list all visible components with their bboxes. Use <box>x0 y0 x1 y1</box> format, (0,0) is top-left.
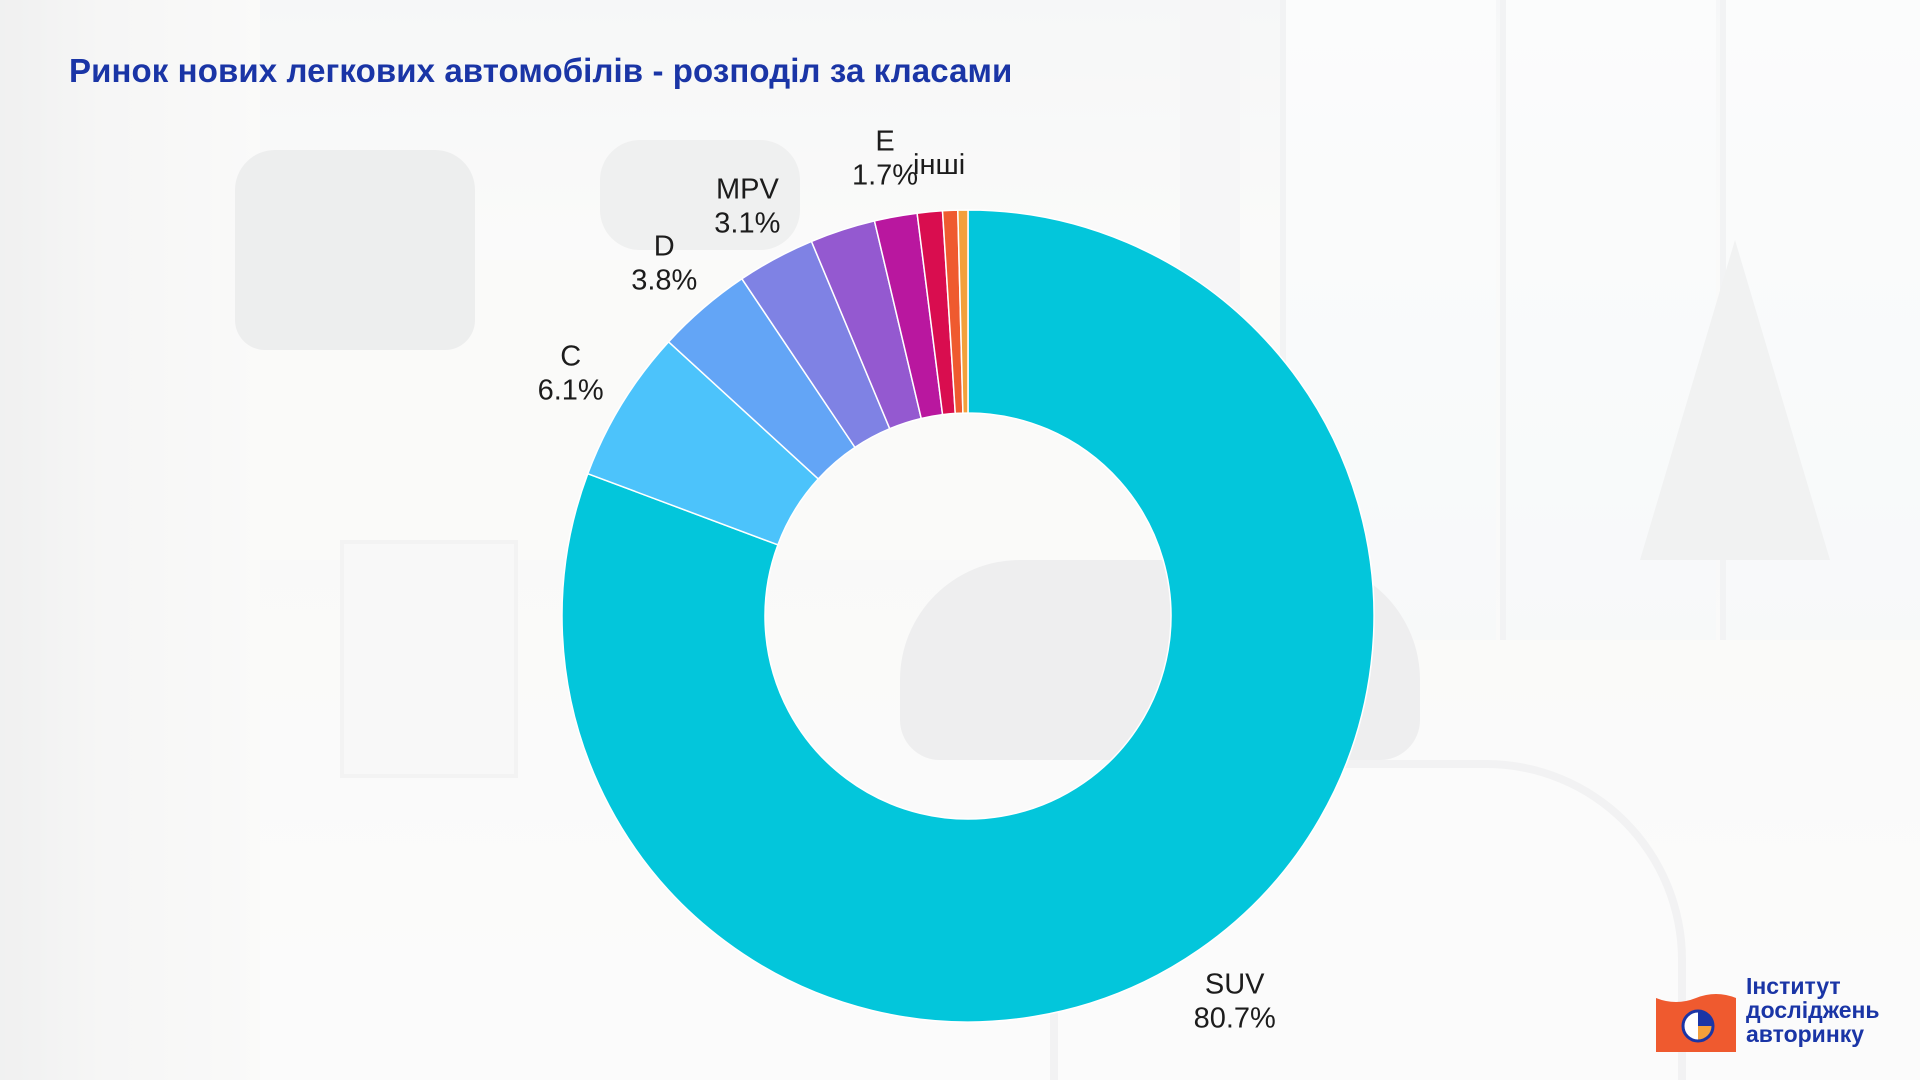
logo-text: Інститут досліджень авторинку <box>1746 974 1880 1046</box>
slice-label-6: інші <box>913 149 965 181</box>
slice-label-2: D <box>654 231 675 263</box>
slice-value-1: 6.1% <box>538 375 604 407</box>
logo-line-2: досліджень <box>1746 997 1880 1023</box>
logo-line-1: Інститут <box>1746 973 1841 999</box>
slice-value-3: 3.1% <box>714 208 780 240</box>
slice-suv <box>561 209 1375 1023</box>
logo: Інститут досліджень авторинку <box>1652 974 1902 1056</box>
slice-label-5: E <box>875 125 894 157</box>
slice-value-5: 1.7% <box>852 159 918 191</box>
logo-line-3: авторинку <box>1746 1021 1865 1047</box>
slice-label-1: C <box>560 341 581 373</box>
chart-title: Ринок нових легкових автомобілів - розпо… <box>69 52 1013 89</box>
slice-value-0: 80.7% <box>1194 1003 1276 1035</box>
slice-label-0: SUV <box>1205 969 1265 1001</box>
slice-label-3: MPV <box>716 174 780 206</box>
logo-flag-icon <box>1656 994 1736 1052</box>
slice-segment-8 <box>957 209 969 414</box>
slice-value-2: 3.8% <box>631 265 697 297</box>
